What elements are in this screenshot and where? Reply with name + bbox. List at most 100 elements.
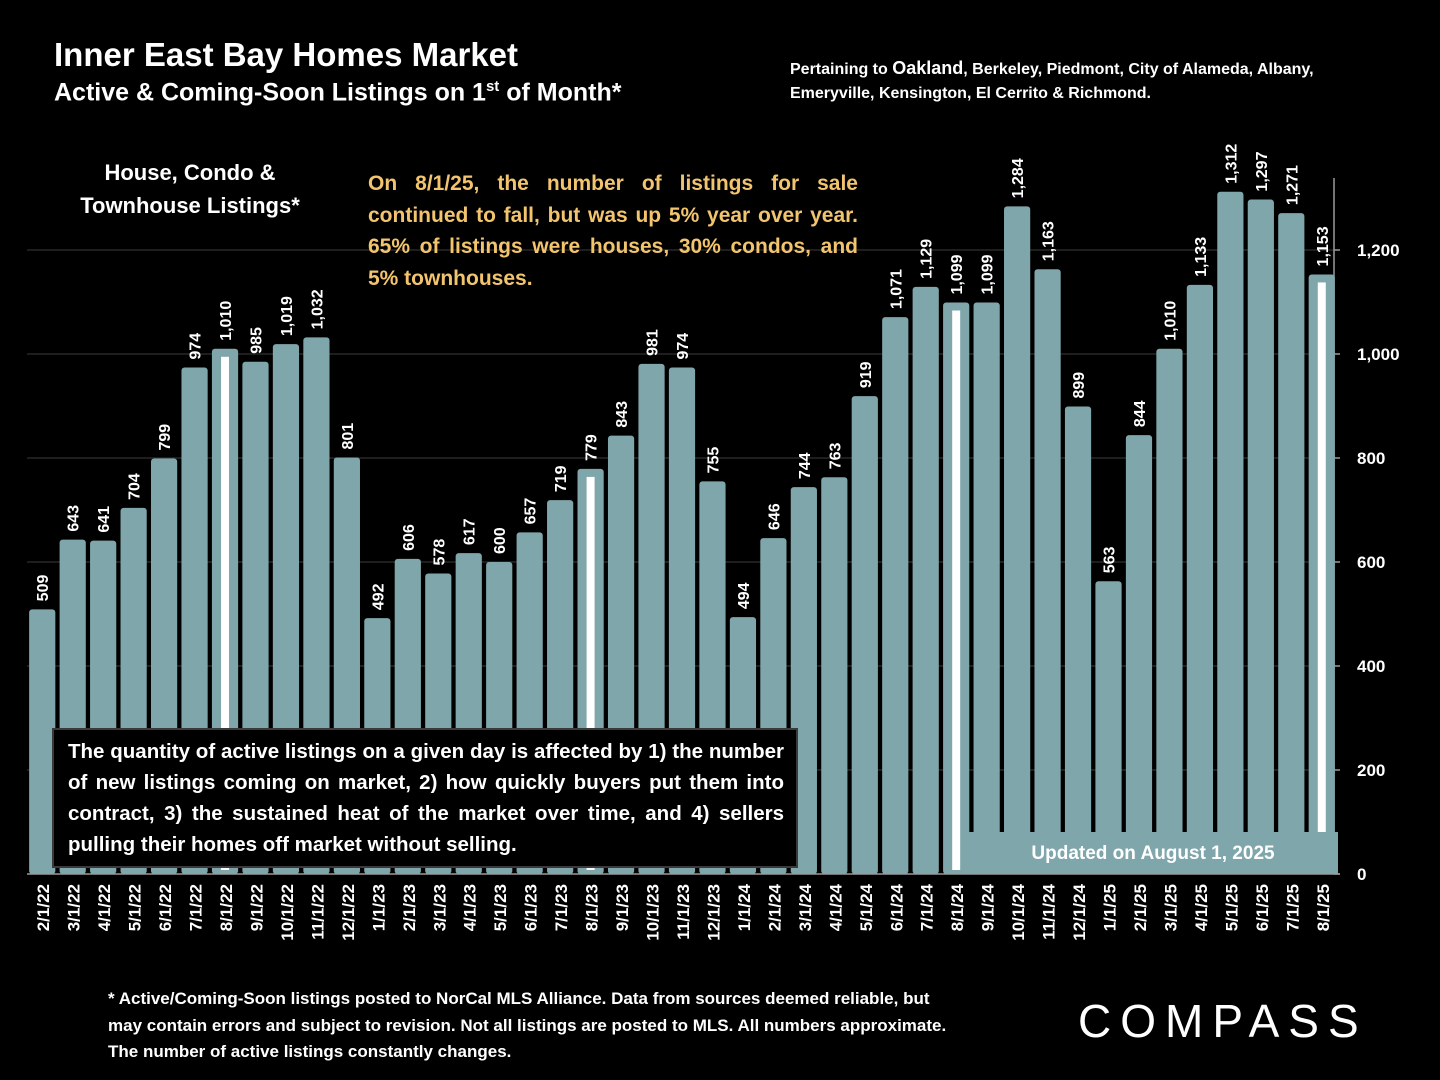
x-tick-label: 8/1/23 xyxy=(583,884,602,931)
x-tick-label: 12/1/24 xyxy=(1070,883,1089,940)
bar xyxy=(1034,269,1061,874)
value-label: 719 xyxy=(553,465,570,492)
value-label: 1,133 xyxy=(1193,237,1210,277)
subtitle-main: Active & Coming-Soon Listings on 1 xyxy=(54,78,486,107)
bar xyxy=(882,317,909,875)
pertaining-note: Pertaining to Oakland, Berkeley, Piedmon… xyxy=(790,56,1350,106)
value-label: 641 xyxy=(96,506,113,533)
value-label: 1,163 xyxy=(1041,221,1058,261)
value-label: 799 xyxy=(157,424,174,451)
x-tick-label: 10/1/24 xyxy=(1009,883,1028,940)
value-label: 1,099 xyxy=(980,254,997,294)
bar-highlight-marker xyxy=(952,310,961,870)
x-tick-label: 3/1/25 xyxy=(1161,884,1180,931)
value-label: 1,010 xyxy=(218,301,235,341)
subtitle-end: of Month* xyxy=(499,78,622,107)
value-label: 1,271 xyxy=(1284,165,1301,205)
bar xyxy=(1064,406,1092,874)
value-label: 1,099 xyxy=(949,254,966,294)
series-label-line1: House, Condo & xyxy=(104,160,276,185)
x-tick-label: 2/1/24 xyxy=(765,883,784,931)
x-tick-label: 7/1/24 xyxy=(918,883,937,931)
x-tick-label: 9/1/24 xyxy=(979,883,998,931)
value-label: 1,010 xyxy=(1162,301,1179,341)
x-tick-label: 2/1/23 xyxy=(400,884,419,931)
x-tick-label: 1/1/24 xyxy=(735,883,754,931)
x-tick-label: 7/1/22 xyxy=(187,884,206,931)
y-tick-label: 600 xyxy=(1357,553,1385,572)
bar-highlight-marker xyxy=(1317,282,1326,870)
footnote: * Active/Coming-Soon listings posted to … xyxy=(108,989,947,1061)
x-tick-label: 5/1/22 xyxy=(126,884,145,931)
pertaining-rest: , Berkeley, Piedmont, City of Alameda, A… xyxy=(790,61,1314,102)
value-label: 899 xyxy=(1071,372,1088,399)
bar xyxy=(1278,213,1305,874)
bar-highlight-marker xyxy=(586,476,595,870)
x-tick-label: 4/1/22 xyxy=(95,884,114,931)
value-label: 801 xyxy=(340,423,357,450)
value-label: 578 xyxy=(431,539,448,566)
y-tick-label: 200 xyxy=(1357,761,1385,780)
y-tick-label: 400 xyxy=(1357,657,1385,676)
x-tick-label: 11/1/22 xyxy=(308,884,327,940)
chart-title: Inner East Bay Homes Market xyxy=(54,36,519,73)
value-label: 843 xyxy=(614,401,631,428)
value-label: 1,297 xyxy=(1254,151,1271,191)
chart-subtitle: Active & Coming-Soon Listings on 1st of … xyxy=(54,78,622,107)
x-tick-label: 10/1/23 xyxy=(644,884,663,941)
value-label: 744 xyxy=(797,452,814,479)
y-tick-label: 1,200 xyxy=(1357,241,1400,260)
value-label: 844 xyxy=(1132,400,1149,427)
x-tick-label: 9/1/22 xyxy=(247,884,266,931)
bar xyxy=(973,302,1000,874)
value-label: 974 xyxy=(675,333,692,360)
value-label: 704 xyxy=(127,473,144,500)
value-label: 1,312 xyxy=(1223,144,1240,184)
pertaining-prefix: Pertaining to xyxy=(790,61,893,78)
x-tick-label: 11/1/24 xyxy=(1040,883,1059,939)
bar xyxy=(1095,581,1122,874)
bar xyxy=(29,609,56,874)
value-label: 494 xyxy=(736,582,753,609)
x-tick-label: 10/1/22 xyxy=(278,884,297,941)
x-tick-label: 7/1/23 xyxy=(552,884,571,931)
y-tick-label: 1,000 xyxy=(1357,345,1400,364)
compass-logo: COMPASS xyxy=(1078,995,1368,1047)
value-label: 606 xyxy=(401,524,418,551)
value-label: 643 xyxy=(66,505,83,532)
value-label: 1,284 xyxy=(1010,158,1027,198)
x-tick-label: 5/1/23 xyxy=(491,884,510,931)
value-labels: 509 643 641 704 799 974 1,010 985 1,019 1,032 801 4… xyxy=(35,144,1332,611)
x-tick-label: 6/1/24 xyxy=(887,883,906,931)
y-tick-labels: 0 200 400 600 800 1,000 1,200 xyxy=(1357,241,1400,884)
x-tick-label: 4/1/23 xyxy=(461,884,480,931)
value-label: 985 xyxy=(248,327,265,354)
bar xyxy=(1217,191,1244,874)
bar xyxy=(1186,284,1214,875)
x-tick-label: 1/1/23 xyxy=(369,884,388,931)
series-label: House, Condo & Townhouse Listings* xyxy=(40,156,340,222)
x-tick-label: 5/1/24 xyxy=(857,883,876,931)
value-label: 1,032 xyxy=(309,289,326,329)
value-label: 1,129 xyxy=(919,239,936,279)
x-tick-label: 7/1/25 xyxy=(1283,884,1302,931)
x-tick-label: 5/1/25 xyxy=(1222,884,1241,931)
x-tick-label: 4/1/24 xyxy=(826,883,845,931)
value-label: 1,071 xyxy=(888,269,905,309)
x-tick-label: 3/1/22 xyxy=(65,884,84,931)
x-tick-label: 2/1/25 xyxy=(1131,884,1150,931)
x-tick-label: 6/1/25 xyxy=(1253,884,1272,931)
updated-badge: Updated on August 1, 2025 xyxy=(968,832,1338,874)
bar xyxy=(912,286,939,874)
value-label: 755 xyxy=(705,447,722,474)
x-tick-label: 8/1/24 xyxy=(948,883,967,931)
value-label: 657 xyxy=(523,498,540,525)
value-label: 563 xyxy=(1102,546,1119,573)
bar xyxy=(1156,348,1183,874)
bar xyxy=(1125,435,1153,874)
x-tick-label: 6/1/22 xyxy=(156,884,175,931)
x-tick-label: 12/1/23 xyxy=(704,884,723,941)
bar-highlight-marker xyxy=(221,356,230,870)
value-label: 779 xyxy=(584,434,601,461)
pertaining-city: Oakland xyxy=(892,58,964,78)
